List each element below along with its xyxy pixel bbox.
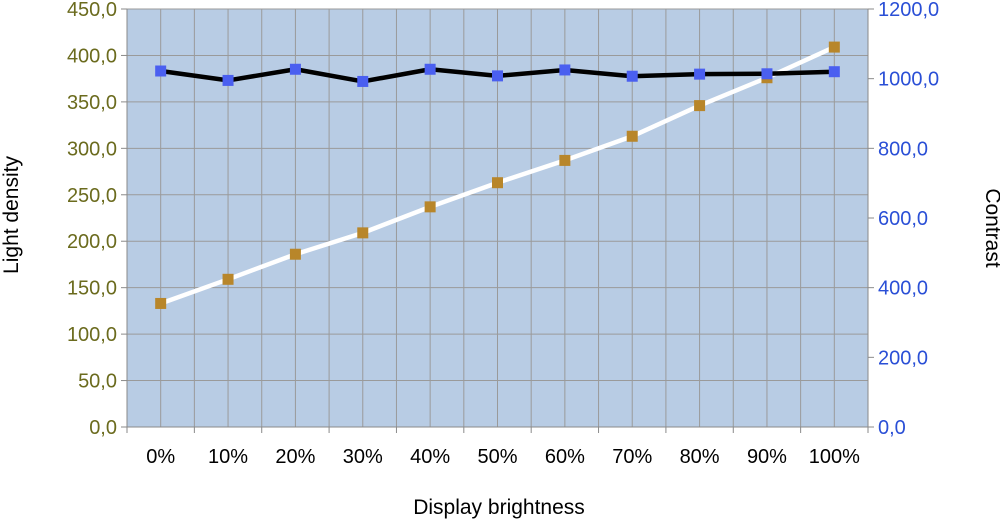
data-point <box>357 75 369 87</box>
data-point <box>289 63 301 75</box>
data-point <box>424 201 436 213</box>
data-point <box>222 74 234 86</box>
right-tick-label: 1000,0 <box>878 69 939 91</box>
left-tick-label: 50,0 <box>78 371 117 393</box>
left-tick-label: 350,0 <box>67 92 117 114</box>
data-point <box>828 66 840 78</box>
left-tick-label: 400,0 <box>67 45 117 67</box>
right-tick-label: 800,0 <box>878 138 928 160</box>
data-point <box>155 297 167 309</box>
x-tick-label: 70% <box>612 446 652 468</box>
data-point <box>492 70 503 82</box>
left-tick-label: 250,0 <box>67 185 117 207</box>
left-tick-label: 150,0 <box>67 278 117 300</box>
x-axis-ticks: 0% 10% 20% 30% 40% 50% 60% 70% 80% 90% 100% <box>126 427 869 468</box>
data-point <box>155 65 167 77</box>
data-point <box>424 63 436 75</box>
x-tick-label: 20% <box>275 446 315 468</box>
data-point <box>559 154 571 166</box>
data-point <box>357 227 369 239</box>
data-point <box>828 41 840 53</box>
x-tick-label: 80% <box>680 446 720 468</box>
right-axis-title: Contrast <box>981 188 1000 268</box>
right-tick-label: 1200,0 <box>878 0 939 21</box>
series-layer <box>155 41 840 309</box>
right-tick-label: 600,0 <box>878 208 928 230</box>
right-axis-ticks: 0,0 200,0 400,0 600,0 800,0 1000,0 1200,0 <box>868 0 939 439</box>
x-tick-label: 40% <box>410 446 450 468</box>
data-point <box>289 248 301 260</box>
data-point <box>694 100 706 112</box>
data-point <box>626 70 638 82</box>
left-tick-label: 300,0 <box>67 138 117 160</box>
data-point <box>694 68 706 80</box>
x-tick-label: 0% <box>146 446 175 468</box>
x-tick-label: 30% <box>343 446 383 468</box>
series-1 <box>155 63 840 87</box>
x-tick-label: 50% <box>477 446 517 468</box>
x-axis-title: Display brightness <box>413 496 585 519</box>
right-tick-label: 0,0 <box>878 417 906 439</box>
x-tick-label: 90% <box>747 446 787 468</box>
x-tick-label: 60% <box>545 446 585 468</box>
x-tick-label: 10% <box>208 446 248 468</box>
left-tick-label: 100,0 <box>67 324 117 346</box>
left-axis-ticks: 0,0 50,0 100,0 150,0 200,0 250,0 300,0 350,0 400… <box>67 0 127 439</box>
right-tick-label: 400,0 <box>878 278 928 300</box>
data-point <box>626 130 638 142</box>
x-tick-label: 100% <box>809 446 860 468</box>
left-tick-label: 450,0 <box>67 0 117 21</box>
right-tick-label: 200,0 <box>878 347 928 369</box>
left-tick-label: 0,0 <box>89 417 117 439</box>
left-axis-title: Light density <box>0 156 23 274</box>
data-point <box>492 177 503 189</box>
data-point <box>761 68 773 80</box>
data-point <box>222 273 234 285</box>
data-point <box>559 64 571 76</box>
left-tick-label: 200,0 <box>67 231 117 253</box>
